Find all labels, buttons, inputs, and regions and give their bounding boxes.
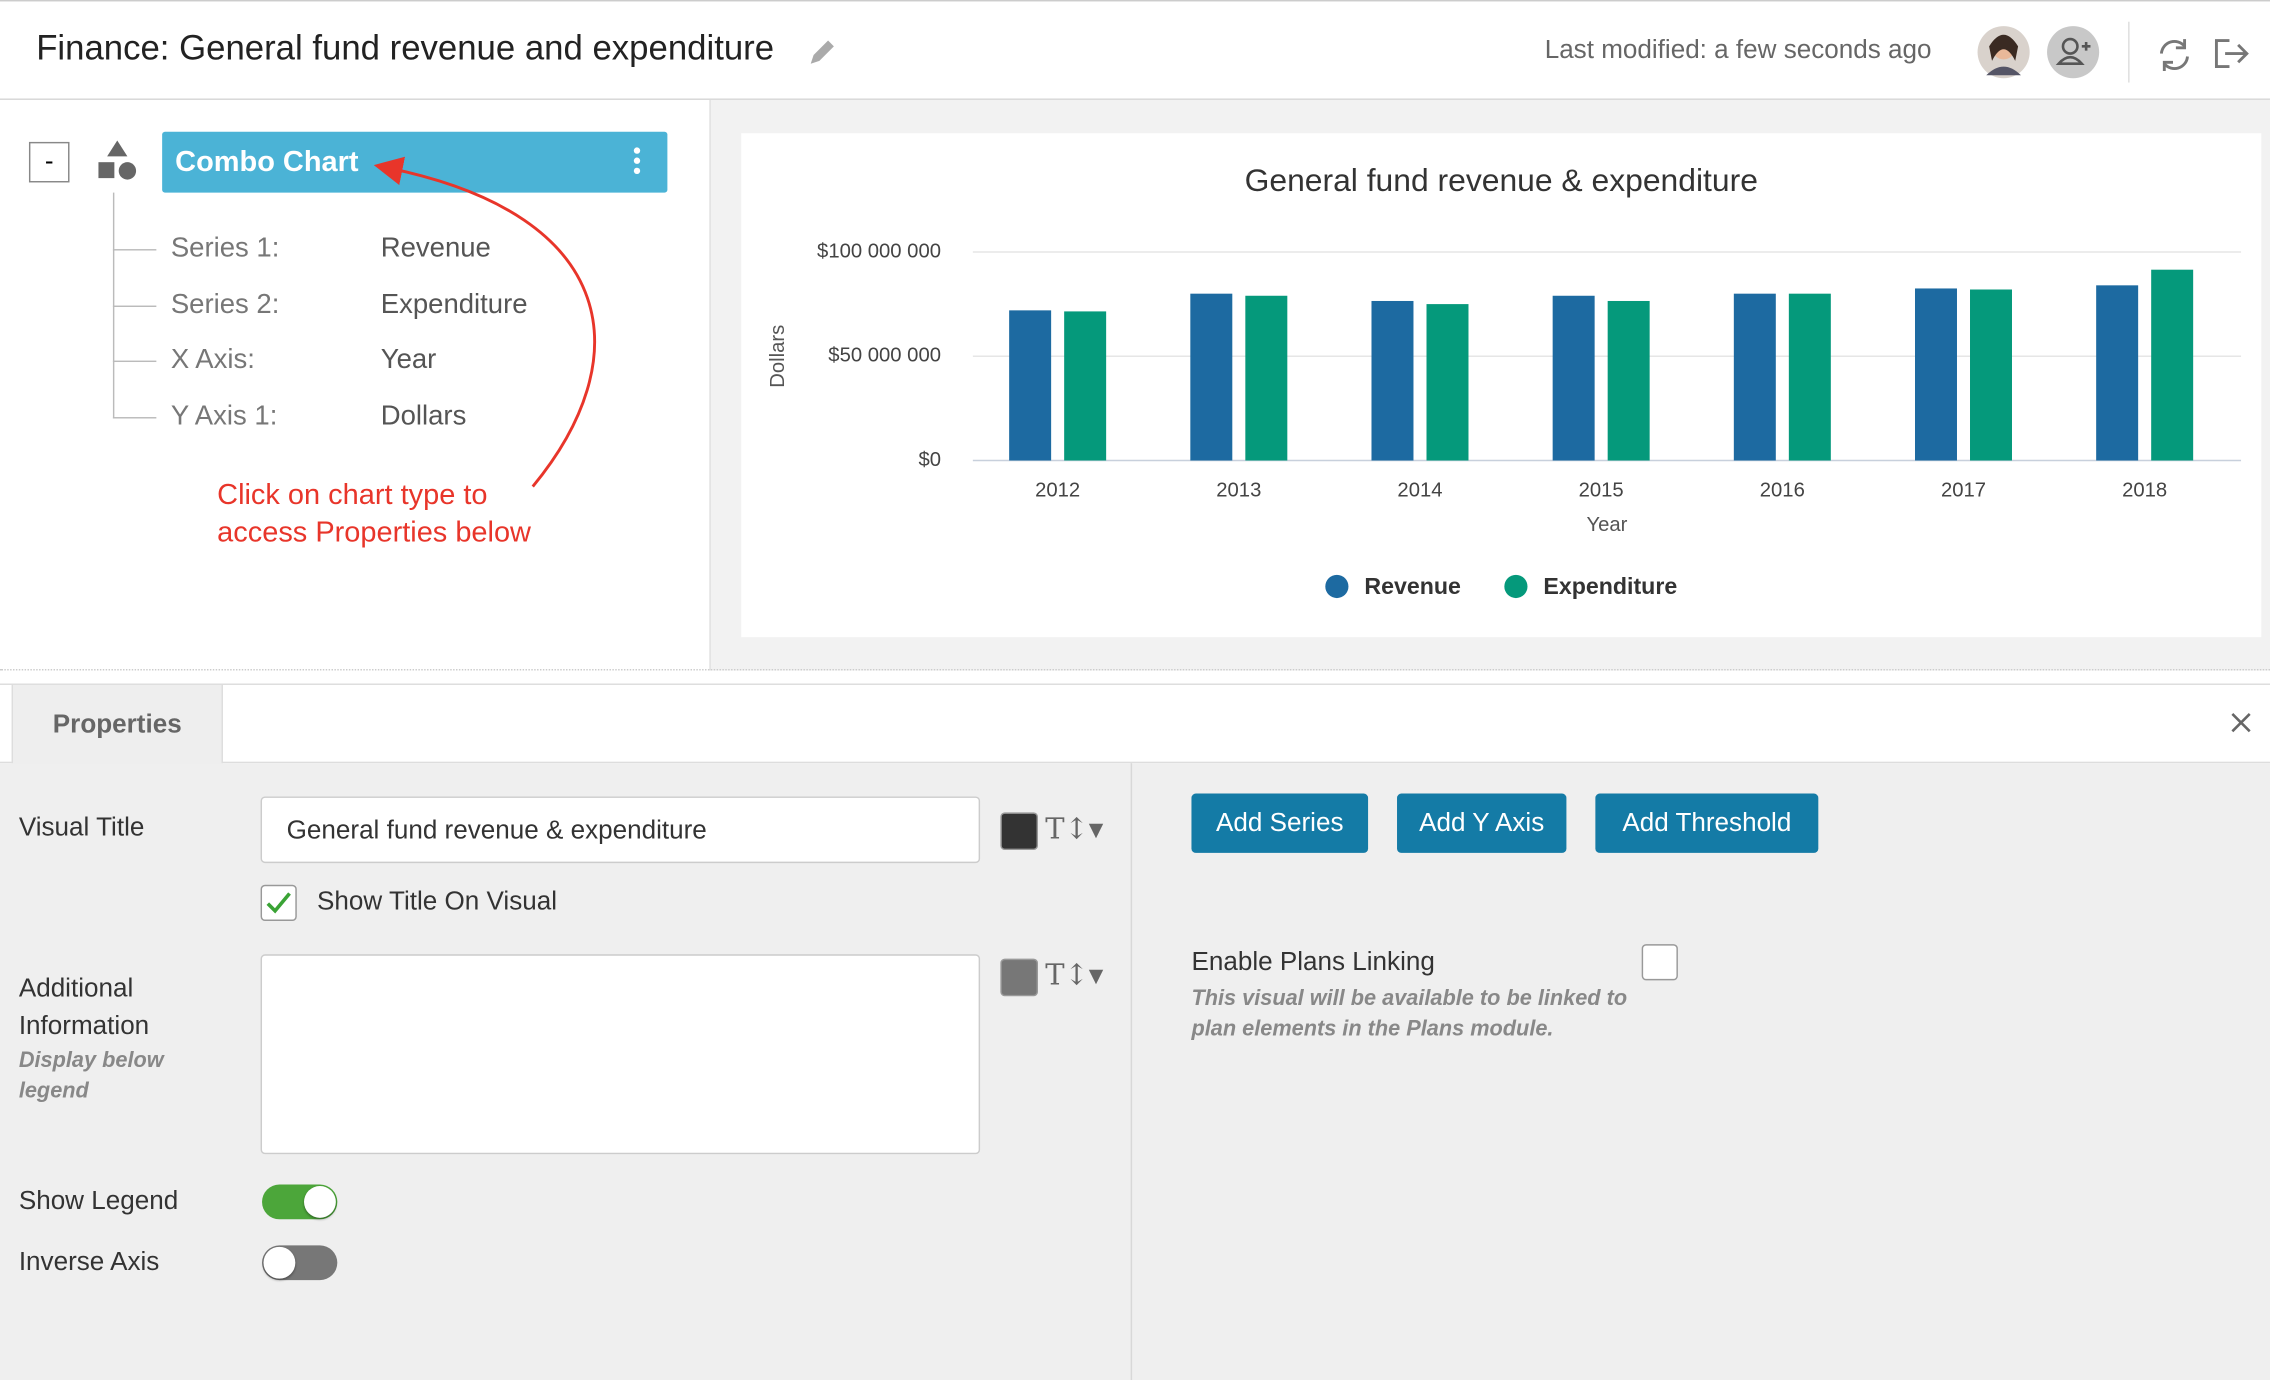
divider: [2128, 21, 2130, 83]
x-tick-label: 2015: [1579, 479, 1624, 501]
bar: [1245, 295, 1288, 461]
field-label: Inverse Axis: [18, 1246, 160, 1276]
tree-label: Series 1:: [170, 233, 280, 264]
annotation-line: access Properties below: [217, 516, 531, 549]
check-mark: [266, 892, 291, 914]
annotation-arrow: [373, 156, 597, 488]
avatar[interactable]: [1975, 23, 2033, 81]
bar: [1970, 289, 2012, 461]
tree-value: Expenditure: [380, 289, 528, 320]
field-label: Visual Title: [18, 812, 145, 842]
y-tick-label: $50 000 000: [828, 345, 941, 367]
bar: [1914, 288, 1957, 461]
button[interactable]: Add Y Axis: [1397, 793, 1567, 853]
x-axis-title: Year: [1586, 514, 1627, 536]
x-tick-label: 2013: [1216, 479, 1261, 501]
field-hint: This visual will be available to be link…: [1191, 986, 1628, 1042]
bar: [1009, 310, 1052, 461]
tree-value: Dollars: [380, 401, 467, 432]
toggle-knob: [304, 1185, 336, 1218]
chart-node[interactable]: [162, 131, 668, 193]
bar: [2151, 269, 2194, 461]
chart: General fund revenue & expenditure Dollar…: [767, 162, 2242, 599]
color-swatch[interactable]: [1000, 958, 1039, 997]
field-label: Additional Information: [18, 973, 150, 1040]
bar: [1733, 293, 1776, 461]
chart-node-label[interactable]: Combo Chart: [175, 146, 359, 179]
checkbox[interactable]: [260, 884, 297, 921]
bar: [1607, 300, 1650, 461]
tree-label: Y Axis 1:: [170, 401, 278, 432]
tree-label: Series 2:: [170, 289, 280, 320]
color-swatch[interactable]: [1000, 812, 1039, 851]
checkbox[interactable]: [1641, 944, 1678, 981]
collapse-button[interactable]: -: [28, 141, 70, 183]
bar: [1371, 300, 1414, 461]
y-tick-label: $100 000 000: [817, 240, 941, 262]
tree-value: Revenue: [380, 233, 491, 264]
chart-title: General fund revenue & expenditure: [1245, 162, 1758, 198]
tab-bar: [0, 683, 2270, 764]
bar: [1552, 295, 1595, 461]
x-tick-label: 2016: [1760, 479, 1805, 501]
field-hint: Display below legend: [18, 1048, 164, 1104]
tree-branch: [112, 305, 157, 307]
edit-icon[interactable]: [805, 35, 840, 70]
tree-branch: [112, 361, 157, 363]
properties-tab[interactable]: Properties: [11, 683, 223, 765]
menu-icon[interactable]: [628, 145, 645, 180]
last-modified: Last modified: a few seconds ago: [1544, 34, 1932, 64]
bar: [1426, 304, 1469, 461]
legend-marker: [1504, 574, 1528, 599]
add-user-icon[interactable]: [2046, 25, 2101, 80]
tree-branch: [112, 417, 157, 419]
tree-value: Year: [380, 345, 437, 376]
bar: [2096, 285, 2139, 461]
x-tick-label: 2012: [1035, 479, 1080, 501]
tree-label: X Axis:: [170, 345, 255, 376]
refresh-icon[interactable]: [2156, 36, 2194, 74]
annotation-line: Click on chart type to: [217, 479, 488, 512]
toggle[interactable]: [262, 1245, 338, 1281]
title-input[interactable]: General fund revenue & expenditure: [260, 796, 981, 864]
button[interactable]: Add Series: [1191, 793, 1369, 853]
button[interactable]: Add Threshold: [1595, 793, 1819, 853]
toggle[interactable]: [262, 1184, 338, 1220]
splitter[interactable]: [0, 669, 2270, 683]
legend-marker: [1325, 574, 1349, 599]
checkbox-label: Show Title On Visual: [317, 886, 558, 916]
x-tick-label: 2017: [1941, 479, 1986, 501]
column-divider: [1130, 763, 1133, 1380]
y-axis-title: Dollars: [767, 325, 789, 388]
close-icon[interactable]: [2229, 711, 2252, 734]
legend-label: Expenditure: [1543, 573, 1677, 599]
bar: [1064, 311, 1107, 461]
x-tick-label: 2018: [2122, 479, 2167, 501]
exit-icon[interactable]: [2212, 35, 2253, 73]
legend: Revenue Expenditure: [1325, 573, 1677, 599]
field-label: Show Legend: [18, 1185, 179, 1215]
chart-group: General fund revenue & expenditure Dollar…: [767, 162, 2242, 599]
page-title: Finance: General fund revenue and expend…: [36, 28, 775, 69]
chart-type-icon: [98, 140, 137, 180]
font-size-icon[interactable]: T↕▾: [1045, 957, 1104, 992]
tree-branch: [112, 249, 157, 251]
panel-divider: [709, 99, 711, 671]
toggle-knob: [263, 1246, 296, 1279]
header-bar: [0, 0, 2270, 100]
x-tick-label: 2014: [1397, 479, 1442, 501]
bar: [1788, 293, 1831, 461]
legend-label: Revenue: [1364, 573, 1461, 599]
font-size-icon[interactable]: T↕▾: [1045, 810, 1104, 846]
bar: [1190, 293, 1233, 461]
field-label: Enable Plans Linking: [1191, 947, 1435, 977]
additional-textarea[interactable]: [260, 954, 981, 1155]
y-tick-label: $0: [918, 449, 941, 471]
